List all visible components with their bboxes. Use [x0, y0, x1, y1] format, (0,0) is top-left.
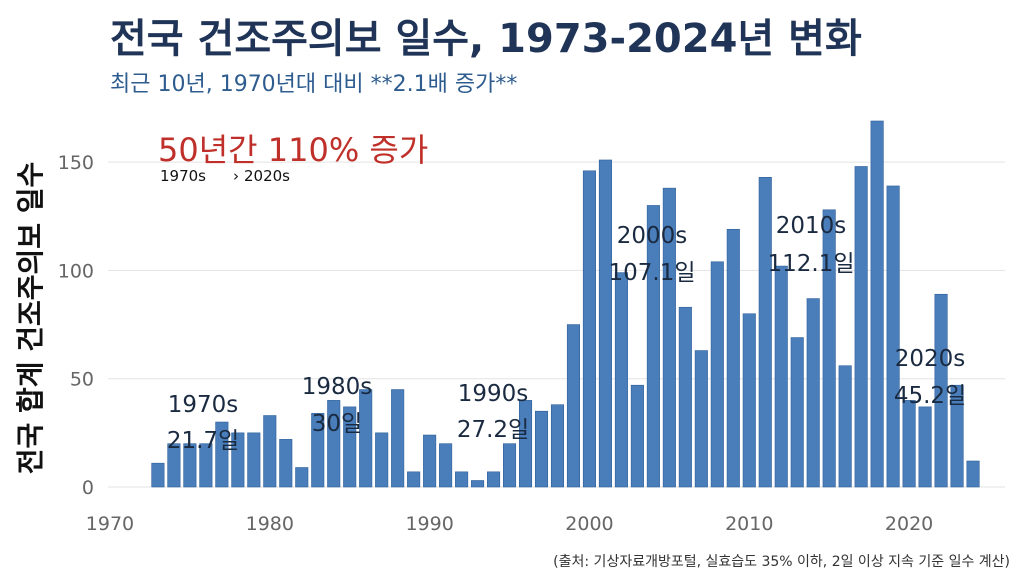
bar-2003 — [630, 384, 644, 488]
bar-1998 — [550, 404, 565, 488]
bar-1975 — [183, 443, 197, 488]
decade-label-1990s: 1990s — [458, 381, 529, 407]
x-tick-label: 1980 — [246, 513, 294, 535]
x-tick-label: 2000 — [565, 513, 613, 535]
x-tick-label: 2010 — [725, 513, 773, 535]
bar-2021 — [918, 406, 932, 488]
decade-average-1990s: 27.2일 — [457, 417, 529, 443]
bar-1988 — [391, 389, 405, 488]
bar-2020 — [902, 400, 916, 488]
y-tick-label: 0 — [82, 477, 94, 499]
bar-1980 — [263, 415, 277, 488]
bar-1991 — [439, 443, 453, 488]
bar-2023 — [950, 384, 964, 488]
decade-label-2000s: 2000s — [617, 223, 688, 249]
decade-label-1970s: 1970s — [168, 392, 239, 418]
bar-2000 — [582, 170, 596, 488]
bar-1976 — [199, 443, 213, 488]
y-axis-ticks: 0 50 100 150 — [58, 152, 94, 499]
bar-1982 — [295, 467, 309, 488]
highlight-label: 50년간 110% 증가 — [158, 131, 428, 169]
bar-1984 — [327, 400, 341, 488]
bar-2002 — [614, 272, 628, 488]
comparison-to: 2020s — [244, 167, 290, 185]
decade-label-2010s: 2010s — [776, 213, 847, 239]
bar-2009 — [726, 228, 740, 488]
y-tick-label: 100 — [58, 260, 94, 282]
comparison-from: 1970s — [160, 167, 206, 185]
bar-1979 — [247, 432, 261, 488]
bar-1994 — [487, 471, 501, 488]
bar-2024 — [966, 460, 980, 488]
y-tick-label: 150 — [58, 152, 94, 174]
decade-annotations: 1970s 21.7일 1980s 30일 1990s 27.2일 2000s 107.1일 2… — [167, 213, 966, 454]
bar-2007 — [694, 350, 708, 488]
bar-1986 — [359, 389, 373, 488]
bar-2017 — [854, 166, 868, 488]
bar-1977 — [215, 421, 229, 488]
bar-1989 — [407, 471, 421, 488]
bar-1981 — [279, 439, 293, 488]
bar-1987 — [375, 432, 389, 488]
bar-2001 — [598, 159, 612, 488]
decade-average-1970s: 21.7일 — [167, 428, 239, 454]
bar-1995 — [503, 443, 517, 488]
decade-average-2010s: 112.1일 — [767, 251, 854, 277]
bar-1978 — [231, 432, 245, 488]
bar-2013 — [790, 337, 804, 488]
x-axis-ticks: 1970 1980 1990 2000 2010 2020 — [86, 513, 933, 535]
bars — [151, 120, 980, 488]
y-axis-label: 전국 합계 건조주의보 일수 — [14, 162, 47, 475]
bar-1999 — [566, 324, 580, 488]
bar-2011 — [758, 177, 772, 488]
x-tick-label: 1990 — [405, 513, 453, 535]
chart-subtitle: 최근 10년, 1970년대 대비 **2.1배 증가** — [110, 72, 517, 97]
bar-2019 — [886, 185, 900, 488]
x-tick-label: 2020 — [885, 513, 933, 535]
bar-1974 — [167, 443, 181, 488]
x-tick-label: 1970 — [86, 513, 134, 535]
bar-2015 — [822, 209, 836, 488]
bar-2006 — [678, 306, 692, 488]
decade-average-1980s: 30일 — [312, 411, 362, 437]
decade-average-2000s: 107.1일 — [608, 260, 695, 286]
decade-average-2020s: 45.2일 — [894, 383, 966, 409]
decade-label-2020s: 2020s — [895, 346, 966, 372]
bar-1992 — [455, 471, 469, 488]
bar-2010 — [742, 313, 756, 488]
bar-2016 — [838, 365, 852, 488]
bar-2004 — [646, 205, 660, 488]
bar-2008 — [710, 261, 724, 488]
bar-2018 — [870, 120, 884, 488]
bar-1985 — [343, 406, 357, 488]
bar-2022 — [934, 293, 948, 488]
bar-2012 — [774, 265, 788, 488]
chart-title: 전국 건조주의보 일수, 1973-2024년 변화 — [110, 16, 862, 62]
bar-1993 — [471, 480, 485, 488]
source-note: (출처: 기상자료개방포털, 실효습도 35% 이하, 2일 이상 지속 기준 … — [553, 554, 1010, 570]
bar-1997 — [534, 410, 549, 488]
y-tick-label: 50 — [70, 369, 94, 391]
bar-2014 — [806, 298, 820, 488]
comparison-arrow: › — [233, 167, 239, 185]
bar-1973 — [151, 462, 165, 488]
bar-2005 — [662, 187, 676, 488]
bar-1983 — [311, 413, 325, 488]
decade-label-1980s: 1980s — [302, 374, 373, 400]
bar-1990 — [423, 434, 437, 488]
bar-1996 — [518, 400, 533, 488]
